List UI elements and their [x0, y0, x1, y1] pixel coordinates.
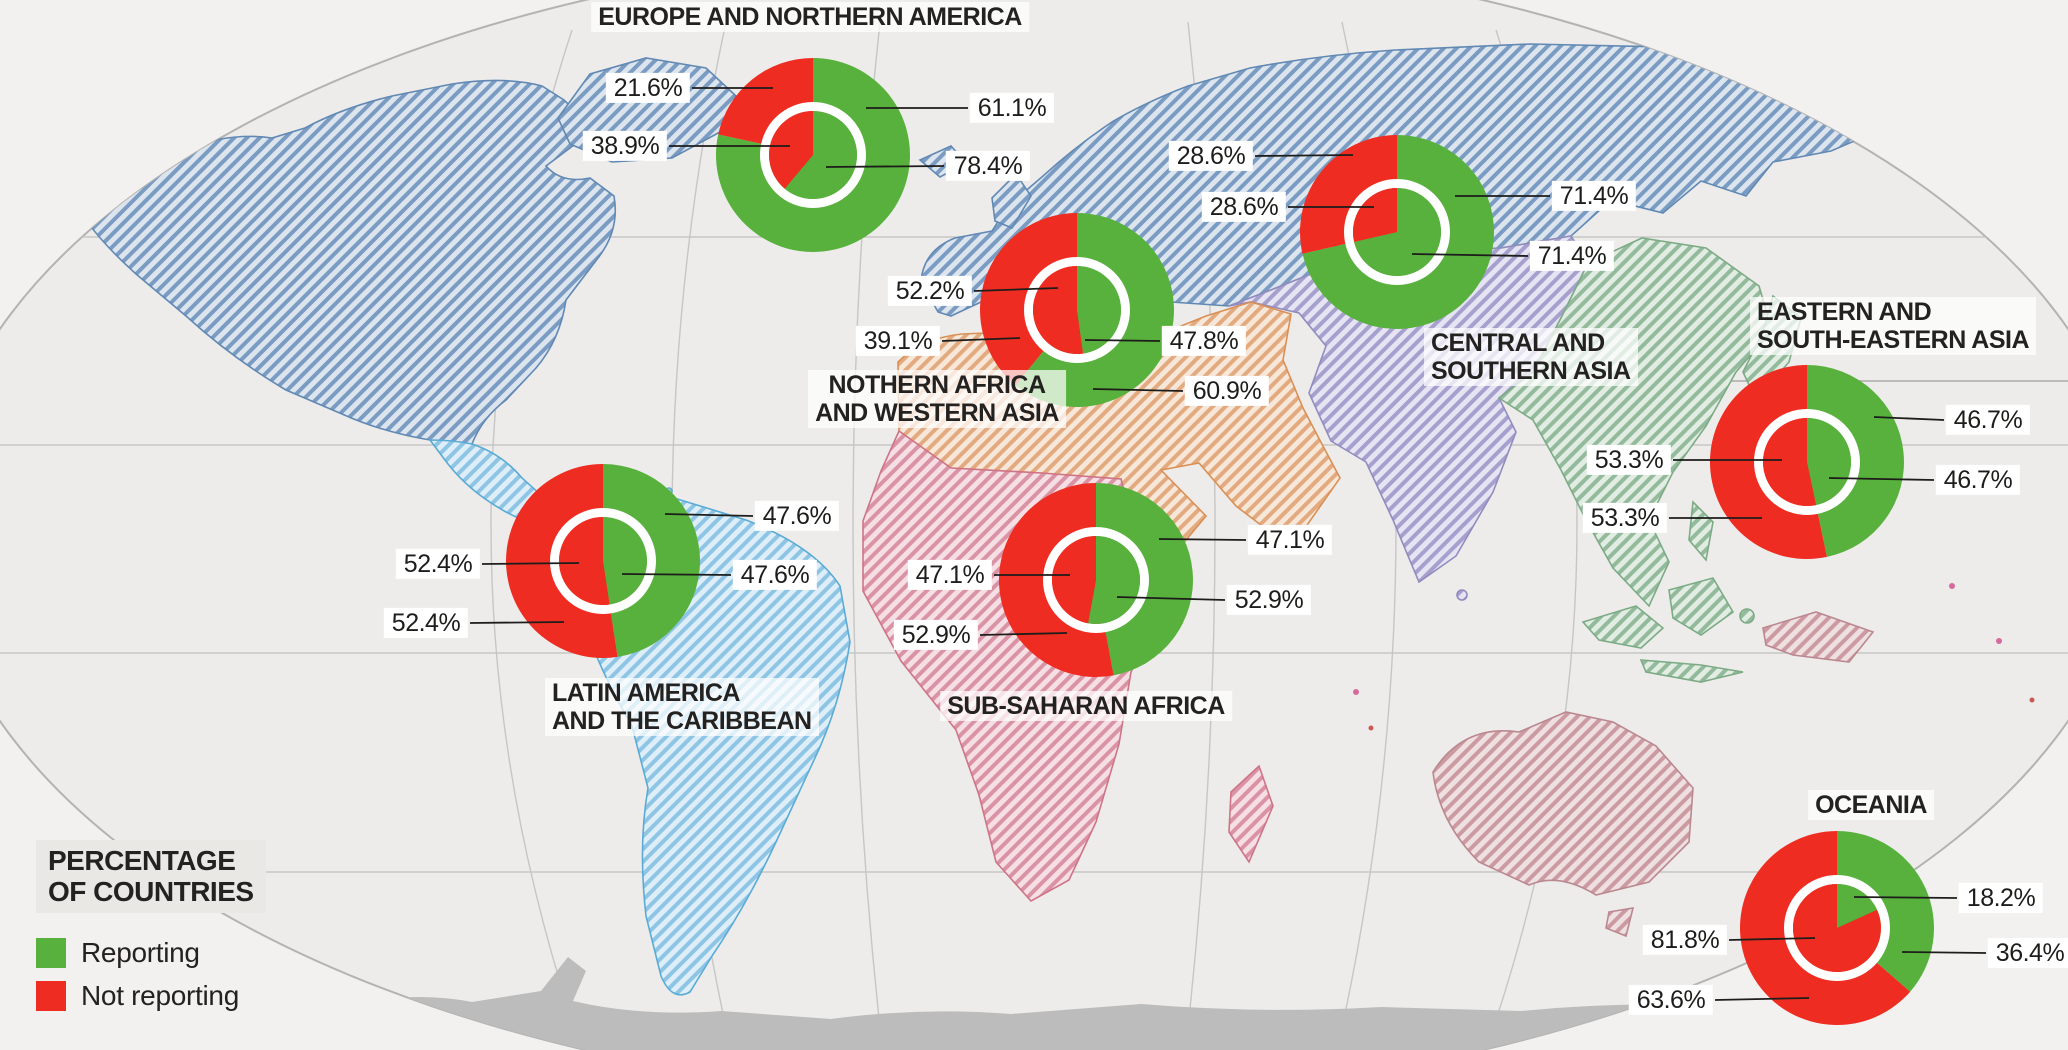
- leader-line-latin-america-and-the-caribbean-3: [621, 573, 732, 576]
- inner-pie-reporting-slice: [1088, 536, 1141, 624]
- inner-pie-not-reporting-slice: [558, 517, 610, 605]
- donut-central-and-southern-asia: [1300, 135, 1495, 329]
- leader-line-oceania-0: [1728, 937, 1816, 941]
- pacific-island: [1949, 583, 1955, 589]
- inner-pie-reporting-slice: [1807, 418, 1852, 506]
- leader-line-central-and-southern-asia-3: [1411, 253, 1529, 257]
- legend-item-not-reporting: Not reporting: [36, 980, 266, 1012]
- region-shape-madagascar: [1228, 764, 1274, 864]
- legend-title: PERCENTAGE OF COUNTRIES: [36, 840, 266, 913]
- sri-lanka: [1456, 589, 1468, 601]
- region-shape-tasmania: [1605, 907, 1635, 938]
- inner-pie-reporting-slice: [784, 111, 857, 199]
- white-separator-ring: [1344, 179, 1450, 285]
- leader-line-eastern-and-south-eastern-asia-0: [1873, 416, 1945, 421]
- leader-line-oceania-1: [1714, 997, 1810, 1001]
- leader-line-sub-saharan-africa-2: [1158, 538, 1247, 541]
- donut-latin-america-and-the-caribbean: [506, 464, 701, 658]
- reporting-swatch-icon: [36, 937, 66, 968]
- leader-line-central-and-southern-asia-0: [1254, 154, 1354, 157]
- inner-pie-not-reporting-slice: [1352, 188, 1397, 242]
- inner-pie-reporting-slice: [1077, 266, 1121, 354]
- leader-line-oceania-2: [1853, 896, 1958, 899]
- leader-line-nothern-africa-and-western-asia-3: [1092, 388, 1184, 392]
- inner-pie-not-reporting-slice: [768, 110, 813, 189]
- donut-nothern-africa-and-western-asia: [979, 212, 1174, 407]
- pacific-island: [1353, 689, 1359, 695]
- pacific-island: [2029, 697, 2035, 703]
- legend-item-reporting: Reporting: [36, 937, 266, 969]
- white-separator-ring: [1784, 875, 1890, 981]
- region-shape-borneo: [1668, 577, 1735, 636]
- leader-line-nothern-africa-and-western-asia-0: [973, 287, 1059, 292]
- pacific-island: [1368, 725, 1374, 731]
- leader-lines-layer: [469, 87, 1987, 1001]
- inner-pie-reporting-slice: [1837, 884, 1878, 928]
- white-separator-ring: [760, 102, 866, 208]
- white-separator-ring: [1754, 409, 1860, 515]
- legend-item-label: Reporting: [81, 936, 200, 968]
- donut-europe-and-northern-america: [715, 58, 910, 252]
- region-shape-java: [1639, 659, 1744, 683]
- pacific-island: [1996, 638, 2002, 644]
- donut-charts-layer: [506, 58, 1934, 1025]
- region-shape-philippines: [1688, 500, 1714, 562]
- white-separator-ring: [550, 508, 656, 614]
- inner-pie-not-reporting-slice: [1052, 536, 1096, 624]
- donut-eastern-and-south-eastern-asia: [1709, 365, 1904, 559]
- donut-sub-saharan-africa: [998, 483, 1193, 677]
- leader-line-oceania-3: [1901, 951, 1987, 954]
- inner-pie-not-reporting-slice: [1763, 418, 1817, 506]
- white-separator-ring: [1043, 527, 1149, 633]
- leader-line-latin-america-and-the-caribbean-1: [469, 621, 565, 624]
- region-shape-australia: [1432, 711, 1694, 896]
- sulawesi: [1739, 608, 1755, 624]
- not-reporting-swatch-icon: [36, 980, 66, 1011]
- leader-line-nothern-africa-and-western-asia-1: [941, 337, 1021, 342]
- inner-pie-not-reporting-slice: [1792, 884, 1881, 973]
- white-separator-ring: [1024, 257, 1130, 363]
- leader-line-eastern-and-south-eastern-asia-1: [1828, 477, 1935, 481]
- region-shape-new-guinea: [1762, 611, 1875, 663]
- leader-line-sub-saharan-africa-1: [979, 632, 1068, 636]
- region-shape-antarctica: [0, 957, 2068, 1050]
- region-shape-sumatra: [1581, 605, 1665, 649]
- leader-line-sub-saharan-africa-3: [1116, 596, 1226, 601]
- leader-line-nothern-africa-and-western-asia-2: [1084, 339, 1161, 342]
- leader-line-latin-america-and-the-caribbean-0: [481, 562, 580, 565]
- region-shape-north-america: [77, 79, 617, 445]
- legend-items: Reporting Not reporting: [36, 937, 266, 1012]
- donut-oceania: [1739, 831, 1934, 1025]
- leader-line-latin-america-and-the-caribbean-2: [664, 513, 754, 517]
- legend: PERCENTAGE OF COUNTRIES Reporting Not re…: [36, 840, 266, 1012]
- legend-item-label: Not reporting: [81, 979, 239, 1011]
- inner-pie-reporting-slice: [603, 517, 647, 605]
- leader-line-europe-and-northern-america-3: [825, 165, 945, 168]
